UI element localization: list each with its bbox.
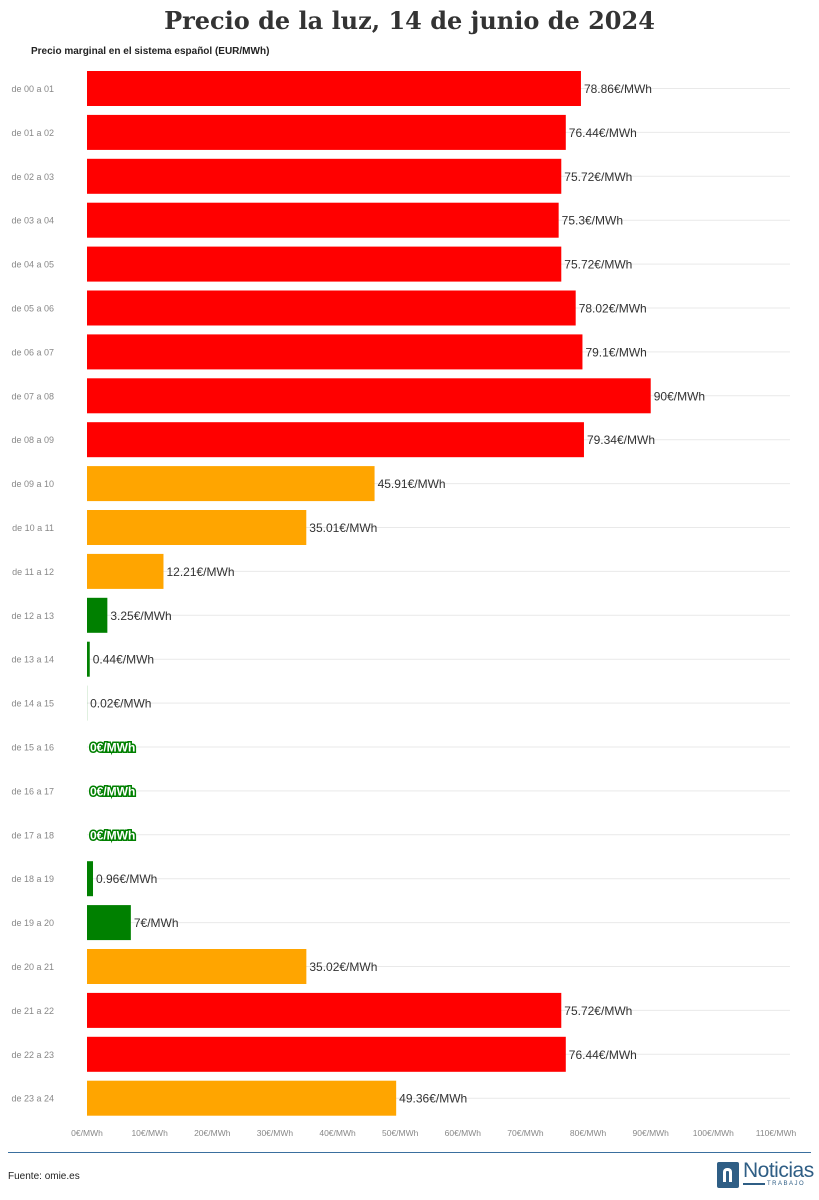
x-tick-label: 100€/MWh	[693, 1128, 734, 1138]
logo-sub: TRABAJO	[767, 1181, 806, 1187]
category-label: de 04 a 05	[11, 260, 54, 270]
category-label: de 17 a 18	[11, 830, 54, 840]
logo-word: Noticias	[743, 1159, 814, 1182]
logo-icon	[717, 1162, 739, 1188]
value-label: 75.72€/MWh	[564, 170, 632, 184]
category-label: de 16 a 17	[11, 786, 54, 796]
value-label: 7€/MWh	[134, 916, 179, 930]
x-tick-label: 110€/MWh	[756, 1128, 797, 1138]
value-label: 75.72€/MWh	[564, 258, 632, 272]
category-label: de 12 a 13	[11, 611, 54, 621]
x-tick-label: 0€/MWh	[71, 1128, 103, 1138]
x-tick-label: 30€/MWh	[257, 1128, 294, 1138]
bar	[87, 246, 562, 282]
logo-underline	[743, 1183, 765, 1185]
bar	[87, 422, 584, 458]
bar	[87, 378, 651, 414]
bar	[87, 202, 559, 238]
category-label: de 22 a 23	[11, 1050, 54, 1060]
category-label: de 06 a 07	[11, 347, 54, 357]
bar	[87, 334, 583, 370]
bar-chart: de 00 a 01 78.86€/MWh de 01 a 02 76.44€/MWh…	[11, 71, 797, 1138]
value-label: 45.91€/MWh	[378, 477, 446, 491]
category-label: de 21 a 22	[11, 1006, 54, 1016]
category-label: de 23 a 24	[11, 1094, 54, 1104]
noticias-trabajo-logo: Noticias TRABAJO	[717, 1159, 814, 1190]
category-label: de 13 a 14	[11, 655, 54, 665]
bar	[87, 71, 581, 106]
category-label: de 03 a 04	[11, 216, 54, 226]
x-tick-label: 20€/MWh	[194, 1128, 231, 1138]
value-label: 78.86€/MWh	[584, 82, 652, 96]
bar	[87, 1036, 566, 1072]
bar	[87, 992, 562, 1028]
bar	[87, 905, 131, 941]
value-label: 76.44€/MWh	[569, 1048, 637, 1062]
category-label: de 02 a 03	[11, 172, 54, 182]
value-label: 0.02€/MWh	[90, 697, 151, 711]
x-tick-label: 70€/MWh	[507, 1128, 544, 1138]
value-label: 35.01€/MWh	[309, 521, 377, 535]
value-label: 0€/MWh	[90, 828, 135, 842]
bar	[87, 597, 108, 633]
bar	[87, 466, 375, 502]
x-tick-label: 40€/MWh	[319, 1128, 356, 1138]
bar	[87, 158, 562, 194]
category-label: de 14 a 15	[11, 699, 54, 709]
value-label: 79.1€/MWh	[585, 345, 646, 359]
bar	[87, 949, 307, 984]
x-tick-label: 80€/MWh	[570, 1128, 607, 1138]
value-label: 90€/MWh	[654, 389, 705, 403]
x-tick-label: 90€/MWh	[633, 1128, 670, 1138]
value-label: 3.25€/MWh	[110, 609, 171, 623]
x-tick-label: 60€/MWh	[445, 1128, 482, 1138]
x-tick-label: 10€/MWh	[131, 1128, 168, 1138]
bar	[87, 510, 307, 545]
bar	[87, 290, 576, 326]
value-label: 75.3€/MWh	[562, 214, 623, 228]
value-label: 0€/MWh	[90, 741, 135, 755]
category-label: de 20 a 21	[11, 962, 54, 972]
value-label: 75.72€/MWh	[564, 1004, 632, 1018]
bar	[87, 641, 90, 677]
category-label: de 18 a 19	[11, 874, 54, 884]
category-label: de 07 a 08	[11, 391, 54, 401]
value-label: 49.36€/MWh	[399, 1092, 467, 1106]
bar	[87, 1080, 397, 1116]
category-label: de 15 a 16	[11, 743, 54, 753]
x-tick-label: 50€/MWh	[382, 1128, 419, 1138]
value-label: 12.21€/MWh	[166, 565, 234, 579]
category-label: de 01 a 02	[11, 128, 54, 138]
value-label: 0€/MWh	[90, 784, 135, 798]
value-label: 79.34€/MWh	[587, 433, 655, 447]
bar	[87, 861, 94, 897]
bar	[87, 114, 566, 150]
chart-title: Precio de la luz, 14 de junio de 2024	[164, 6, 655, 35]
value-label: 76.44€/MWh	[569, 126, 637, 140]
source-note: Fuente: omie.es	[8, 1171, 80, 1182]
chart-subtitle: Precio marginal en el sistema español (E…	[31, 46, 270, 57]
category-label: de 10 a 11	[12, 523, 54, 533]
category-label: de 11 a 12	[12, 567, 54, 577]
category-label: de 09 a 10	[11, 479, 54, 489]
value-label: 0.44€/MWh	[93, 653, 154, 667]
category-label: de 19 a 20	[11, 918, 54, 928]
bar	[87, 553, 164, 589]
footer-divider	[8, 1152, 811, 1153]
category-label: de 08 a 09	[11, 435, 54, 445]
category-label: de 00 a 01	[11, 84, 54, 94]
value-label: 35.02€/MWh	[309, 960, 377, 974]
category-label: de 05 a 06	[11, 304, 54, 314]
value-label: 78.02€/MWh	[579, 302, 647, 316]
value-label: 0.96€/MWh	[96, 872, 157, 886]
